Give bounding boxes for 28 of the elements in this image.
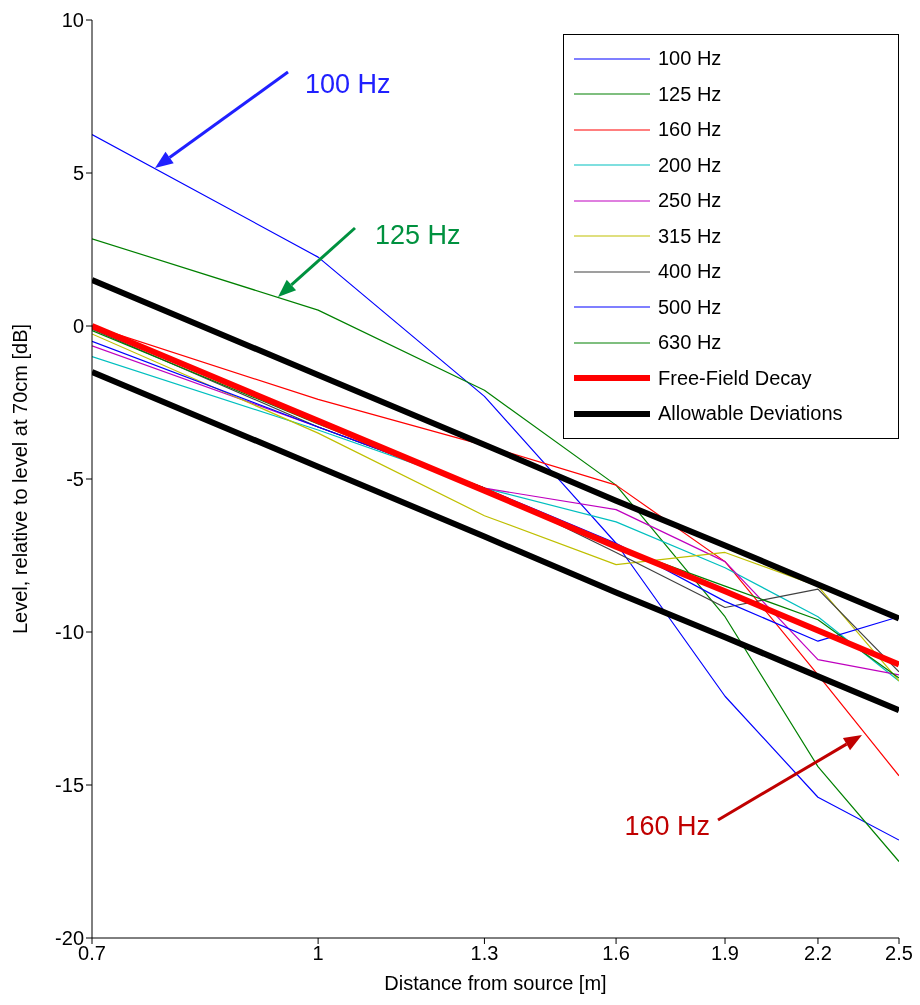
legend-label: 100 Hz	[658, 47, 722, 71]
y-tick-label: -5	[66, 468, 84, 491]
annotation: 160 Hz	[624, 811, 710, 841]
legend-label: 500 Hz	[658, 295, 722, 319]
legend-label: 200 Hz	[658, 153, 722, 177]
x-axis-title: Distance from source [m]	[384, 972, 607, 994]
y-tick-label: 0	[72, 315, 84, 338]
y-axis-title: Level, relative to level at 70cm [dB]	[9, 323, 32, 635]
annotation: 100 Hz	[305, 69, 391, 99]
legend-label: 250 Hz	[658, 189, 722, 213]
x-tick-label: 2.2	[804, 942, 832, 965]
legend-label: 630 Hz	[658, 331, 722, 355]
x-tick-label: 1	[312, 942, 324, 965]
x-tick-label: 1.6	[602, 942, 630, 965]
legend-label: 125 Hz	[658, 82, 722, 106]
annotation: 125 Hz	[375, 220, 461, 250]
legend-label: 160 Hz	[658, 118, 722, 142]
x-tick-label: 1.9	[711, 942, 739, 965]
x-tick-label: 1.3	[470, 942, 499, 965]
y-tick-label: -15	[55, 774, 84, 797]
y-tick-label: 5	[72, 162, 84, 185]
y-tick-label: 10	[61, 9, 84, 32]
legend-label: 400 Hz	[658, 260, 722, 284]
legend-label: 315 Hz	[658, 224, 722, 248]
y-tick-label: -10	[55, 621, 84, 644]
legend-label: Allowable Deviations	[658, 402, 843, 426]
legend-label: Free-Field Decay	[658, 366, 812, 390]
x-tick-label: 2.5	[885, 942, 913, 965]
